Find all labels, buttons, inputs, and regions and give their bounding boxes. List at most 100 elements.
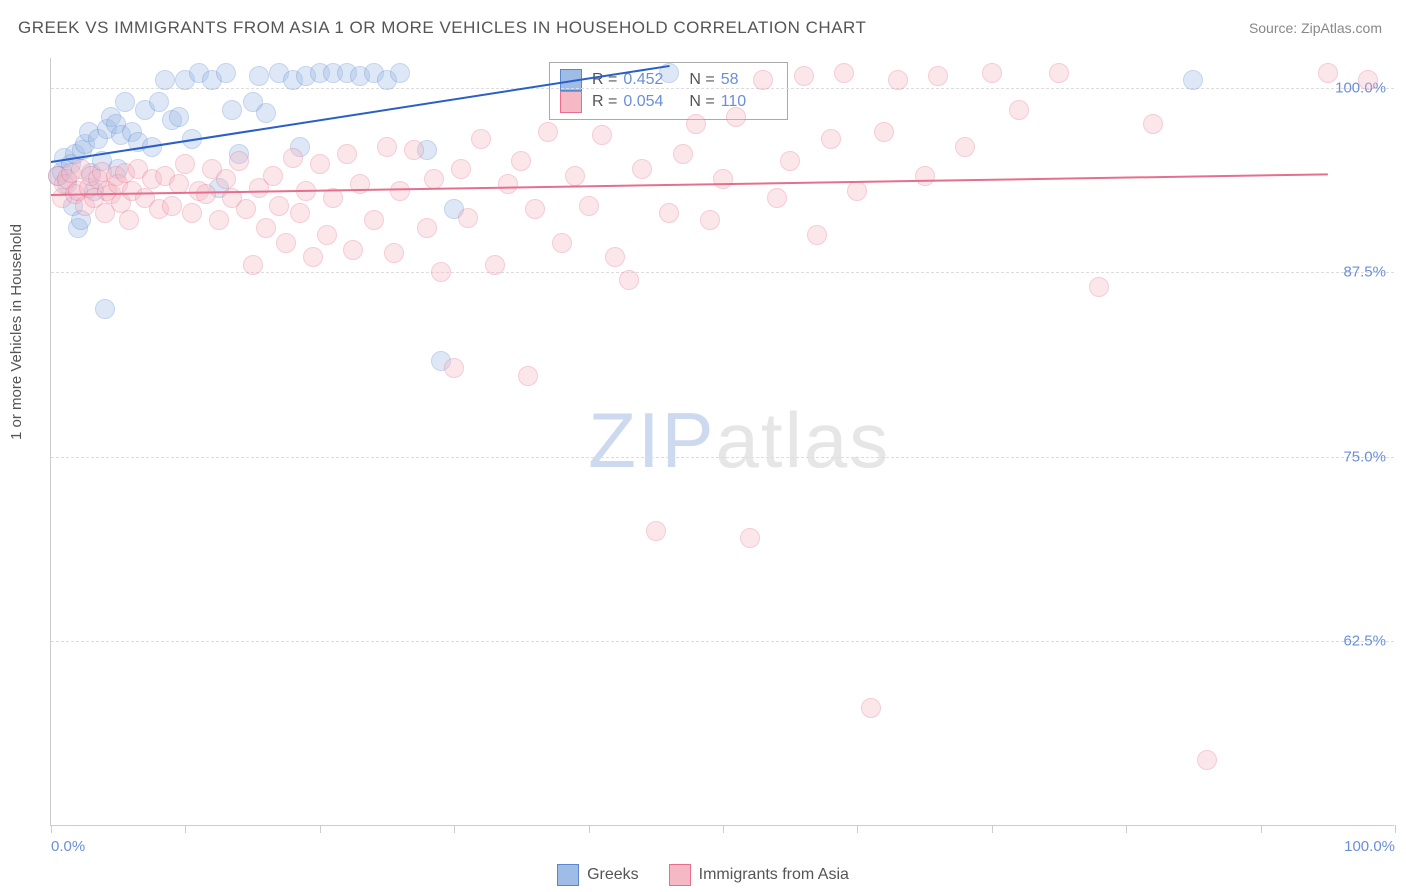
data-point [753, 70, 773, 90]
x-tick [589, 825, 590, 833]
data-point [115, 92, 135, 112]
data-point [283, 148, 303, 168]
data-point [404, 140, 424, 160]
data-point [928, 66, 948, 86]
data-point [290, 203, 310, 223]
legend-stat-row: R =0.054N =110 [560, 91, 777, 113]
data-point [303, 247, 323, 267]
legend-r-label: R = [592, 93, 617, 111]
watermark: ZIPatlas [588, 395, 890, 486]
legend-n-value: 110 [721, 93, 777, 111]
y-axis-label: 1 or more Vehicles in Household [8, 224, 25, 440]
data-point [579, 196, 599, 216]
data-point [249, 66, 269, 86]
legend-swatch [669, 864, 691, 886]
data-point [149, 92, 169, 112]
data-point [155, 70, 175, 90]
data-point [444, 358, 464, 378]
data-point [337, 144, 357, 164]
data-point [605, 247, 625, 267]
data-point [384, 243, 404, 263]
x-tick-label: 100.0% [1344, 838, 1395, 855]
source-prefix: Source: [1249, 20, 1301, 36]
watermark-part1: ZIP [588, 396, 715, 484]
data-point [646, 521, 666, 541]
data-point [700, 210, 720, 230]
data-point [269, 196, 289, 216]
data-point [95, 299, 115, 319]
data-point [317, 225, 337, 245]
data-point [216, 169, 236, 189]
legend-item: Greeks [557, 864, 639, 886]
x-tick [723, 825, 724, 833]
data-point [686, 114, 706, 134]
data-point [619, 270, 639, 290]
data-point [632, 159, 652, 179]
data-point [390, 181, 410, 201]
chart-title: GREEK VS IMMIGRANTS FROM ASIA 1 OR MORE … [18, 18, 866, 38]
data-point [209, 210, 229, 230]
plot-area: ZIPatlas R =0.452N =58R =0.054N =110 62.… [50, 58, 1394, 826]
data-point [263, 166, 283, 186]
x-tick [454, 825, 455, 833]
x-tick [320, 825, 321, 833]
y-tick-label: 87.5% [1343, 264, 1386, 281]
data-point [451, 159, 471, 179]
data-point [424, 169, 444, 189]
data-point [1358, 70, 1378, 90]
data-point [740, 528, 760, 548]
data-point [169, 107, 189, 127]
legend-swatch [560, 91, 582, 113]
data-point [767, 188, 787, 208]
x-tick [992, 825, 993, 833]
data-point [780, 151, 800, 171]
data-point [552, 233, 572, 253]
data-point [861, 698, 881, 718]
data-point [182, 203, 202, 223]
x-tick [185, 825, 186, 833]
data-point [807, 225, 827, 245]
data-point [169, 174, 189, 194]
data-point [1089, 277, 1109, 297]
data-point [592, 125, 612, 145]
data-point [794, 66, 814, 86]
legend-swatch [557, 864, 579, 886]
data-point [222, 100, 242, 120]
data-point [659, 203, 679, 223]
data-point [565, 166, 585, 186]
gridline-h [51, 457, 1394, 458]
data-point [511, 151, 531, 171]
data-point [538, 122, 558, 142]
data-point [915, 166, 935, 186]
data-point [471, 129, 491, 149]
data-point [343, 240, 363, 260]
data-point [1183, 70, 1203, 90]
data-point [229, 151, 249, 171]
legend-label: Immigrants from Asia [699, 866, 849, 884]
gridline-h [51, 641, 1394, 642]
data-point [1197, 750, 1217, 770]
data-point [175, 154, 195, 174]
data-point [847, 181, 867, 201]
y-tick-label: 75.0% [1343, 448, 1386, 465]
x-tick-label: 0.0% [51, 838, 85, 855]
data-point [243, 255, 263, 275]
data-point [982, 63, 1002, 83]
x-tick [1261, 825, 1262, 833]
x-tick [51, 825, 52, 833]
data-point [236, 199, 256, 219]
data-point [713, 169, 733, 189]
watermark-part2: atlas [716, 396, 891, 484]
data-point [1009, 100, 1029, 120]
data-point [196, 184, 216, 204]
data-point [119, 210, 139, 230]
data-point [216, 63, 236, 83]
x-tick [1126, 825, 1127, 833]
data-point [377, 137, 397, 157]
data-point [726, 107, 746, 127]
legend-r-value: 0.054 [623, 93, 679, 111]
legend-item: Immigrants from Asia [669, 864, 849, 886]
data-point [162, 196, 182, 216]
data-point [518, 366, 538, 386]
data-point [874, 122, 894, 142]
